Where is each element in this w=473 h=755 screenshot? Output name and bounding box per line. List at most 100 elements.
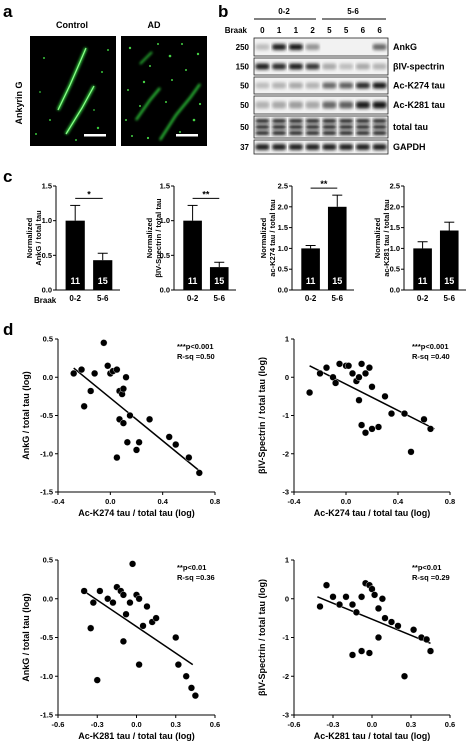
x-category-label: 0-2 [417, 294, 429, 303]
data-point [185, 453, 193, 462]
blot-band [322, 119, 337, 123]
bar [209, 267, 229, 290]
data-point [135, 661, 143, 669]
data-point [104, 595, 112, 603]
data-point [426, 425, 435, 433]
lane-label: 6 [377, 26, 382, 35]
data-point [187, 684, 196, 692]
data-point [143, 602, 151, 611]
blot-band [305, 125, 320, 129]
stat-p-value: ***p<0.001 [177, 342, 214, 351]
scatter-plot: -0.6 -0.3 0.0 0.3 0.6 0.5 0.0 -0.5 -1.0 -1.5 Ac-K2… [21, 556, 220, 742]
bar-chart: 0.0 0.5 1.0 1.5 2.0 2.5 Normalized ac-K274 tau … [259, 179, 354, 303]
data-point [87, 624, 95, 632]
data-point [119, 591, 128, 599]
x-tick-label: 0.3 [171, 720, 181, 729]
blot-band [305, 44, 320, 50]
significance-label: ** [320, 179, 328, 189]
y-tick-label: -0.5 [40, 411, 53, 420]
y-tick-label: 1.5 [278, 223, 288, 232]
data-point [126, 599, 134, 607]
blot-label: total tau [393, 122, 428, 132]
blot-band [255, 82, 270, 89]
bar-n-label: 15 [332, 276, 342, 286]
blot-band [288, 131, 303, 135]
y-tick-label: 1.0 [390, 244, 400, 253]
bar-chart: 0.0 0.5 1.0 1.5 Normalized βIV-Spectrin / tot… [145, 182, 236, 303]
blot-band [288, 101, 303, 109]
data-point [306, 388, 314, 397]
data-point [109, 599, 117, 607]
blot-band [339, 125, 354, 129]
x-tick-label: -0.3 [327, 720, 340, 729]
y-axis-label: βIV-Spectrin / total tau [154, 198, 163, 278]
blot-band [255, 44, 270, 50]
significance-label: ** [202, 189, 210, 199]
y-tick-label: 1.5 [390, 223, 400, 232]
y-tick-label: 0.0 [160, 286, 170, 295]
bar-n-label: 11 [306, 276, 316, 286]
y-tick-label: -1 [282, 633, 289, 642]
data-point [119, 637, 128, 645]
blot-band [255, 125, 270, 129]
data-point [407, 448, 415, 456]
scale-bar [176, 134, 198, 137]
data-point [128, 560, 137, 568]
data-point [332, 379, 340, 387]
blot-label: GAPDH [393, 142, 426, 152]
lane-label: 5 [327, 26, 332, 35]
data-point [423, 635, 431, 644]
y-axis-label: ac-K281 tau / total tau [382, 199, 391, 277]
blot-band [288, 63, 303, 70]
blot-band [255, 119, 270, 123]
blot-row: 50 Ac-K274 tau [240, 76, 445, 95]
blot-label: Ac-K281 tau [393, 100, 445, 110]
data-point [145, 415, 154, 423]
y-tick-label: 2.5 [390, 182, 400, 191]
data-point [361, 369, 370, 378]
data-point [165, 433, 173, 441]
x-tick-label: 0.3 [406, 720, 416, 729]
bar-n-label: 15 [444, 276, 454, 286]
stat-r-squared: R-sq =0.40 [412, 352, 450, 361]
blot-band [372, 125, 387, 129]
stat-p-value: **p<0.01 [412, 563, 441, 572]
blot-band [272, 131, 287, 135]
x-tick-label: -0.4 [52, 497, 66, 506]
blot-band [305, 82, 320, 89]
stat-r-squared: R-sq =0.50 [177, 352, 215, 361]
y-tick-label: 0.5 [278, 265, 288, 274]
x-tick-label: 0.4 [157, 497, 168, 506]
data-point [358, 421, 366, 429]
y-tick-label: -1.5 [40, 488, 53, 497]
x-tick-label: 0.0 [131, 720, 141, 729]
y-tick-label: 0 [285, 594, 289, 603]
lane-label: 5 [344, 26, 349, 35]
blot-band [305, 144, 320, 150]
y-tick-label: 0.5 [390, 265, 400, 274]
blot-band [339, 144, 354, 150]
blot-band [372, 144, 387, 150]
blot-row: 50 Ac-K281 tau [240, 95, 445, 115]
x-tick-label: 0.0 [341, 497, 351, 506]
data-point [387, 618, 396, 626]
image-label-control: Control [56, 20, 88, 30]
blot-band [355, 144, 370, 150]
data-point [374, 633, 383, 642]
y-tick-label: 0.0 [390, 286, 400, 295]
data-point [365, 649, 374, 657]
blot-band [355, 131, 370, 135]
y-axis-label: Normalized [373, 217, 382, 258]
regression-line [309, 365, 435, 430]
scatter-plot: -0.4 0.0 0.4 0.8 0.5 0.0 -0.5 -1.0 -1.5 Ac-K274 t… [21, 335, 220, 519]
data-point [123, 438, 131, 446]
mw-marker: 250 [236, 43, 250, 52]
panel-a-letter: a [3, 2, 13, 21]
x-axis-label: Ac-K274 tau / total tau (log) [78, 508, 195, 518]
blot-band [322, 101, 337, 109]
y-tick-label: -1.5 [40, 711, 53, 720]
data-point [100, 339, 108, 347]
panel-d-letter: d [3, 320, 13, 339]
bar-n-label: 15 [98, 276, 108, 286]
